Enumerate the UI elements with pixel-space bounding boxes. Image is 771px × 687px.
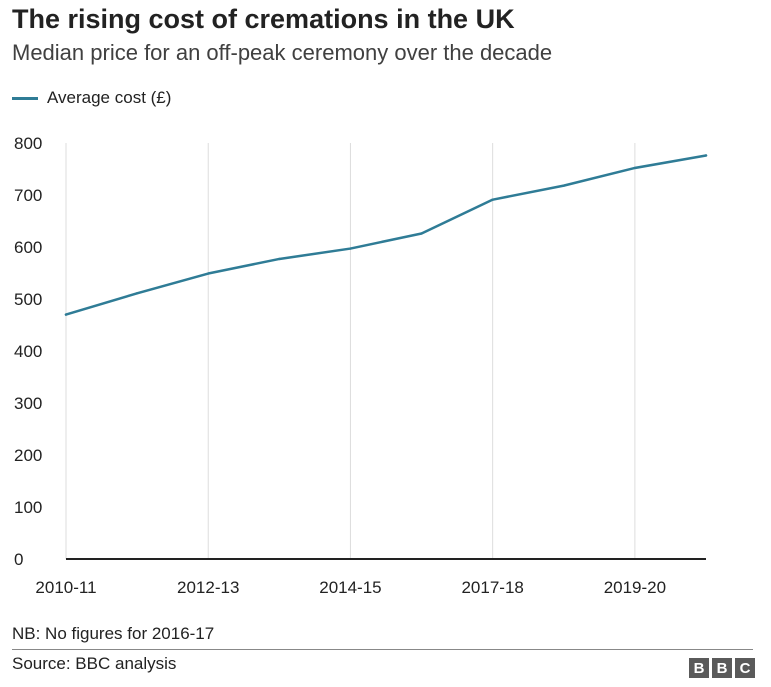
x-tick-label: 2010-11 bbox=[35, 578, 96, 597]
chart-subtitle: Median price for an off-peak ceremony ov… bbox=[12, 40, 553, 65]
chart-title: The rising cost of cremations in the UK bbox=[12, 4, 515, 34]
data-point bbox=[135, 292, 139, 295]
data-point bbox=[562, 184, 565, 187]
y-tick-label: 500 bbox=[14, 290, 42, 309]
logo-letter: C bbox=[735, 658, 755, 678]
logo-letter: B bbox=[712, 658, 732, 678]
logo-letter: B bbox=[689, 658, 709, 678]
x-tick-label: 2012-13 bbox=[177, 578, 239, 597]
footnote: NB: No figures for 2016-17 bbox=[12, 624, 215, 643]
y-tick-label: 100 bbox=[14, 498, 42, 517]
data-point bbox=[349, 247, 352, 250]
data-point bbox=[491, 198, 494, 201]
x-tick-label: 2014-15 bbox=[319, 578, 381, 597]
y-tick-label: 400 bbox=[14, 342, 42, 361]
data-point bbox=[633, 166, 637, 170]
y-tick-label: 800 bbox=[14, 134, 42, 153]
line-chart: 2010-11 2012-13 2014-15 2017-18 2019-20 0 100 2… bbox=[14, 134, 708, 597]
legend-swatch bbox=[12, 96, 38, 100]
x-tick-label: 2019-20 bbox=[604, 578, 666, 597]
series-line bbox=[64, 154, 708, 316]
footer-divider bbox=[12, 649, 753, 650]
source-text: Source: BBC analysis bbox=[12, 654, 177, 673]
data-point bbox=[64, 313, 68, 316]
y-tick-label: 300 bbox=[14, 394, 42, 413]
data-point bbox=[207, 272, 210, 275]
bbc-logo: B B C bbox=[689, 658, 755, 678]
data-point bbox=[420, 232, 423, 235]
x-tick-label: 2017-18 bbox=[461, 578, 523, 597]
legend-label: Average cost (£) bbox=[47, 88, 172, 107]
data-point bbox=[704, 154, 708, 157]
y-tick-label: 700 bbox=[14, 186, 42, 205]
y-tick-label: 200 bbox=[14, 446, 42, 465]
y-tick-label: 600 bbox=[14, 238, 42, 257]
legend: Average cost (£) bbox=[12, 88, 171, 108]
y-tick-label: 0 bbox=[14, 550, 23, 569]
data-point bbox=[278, 257, 281, 261]
